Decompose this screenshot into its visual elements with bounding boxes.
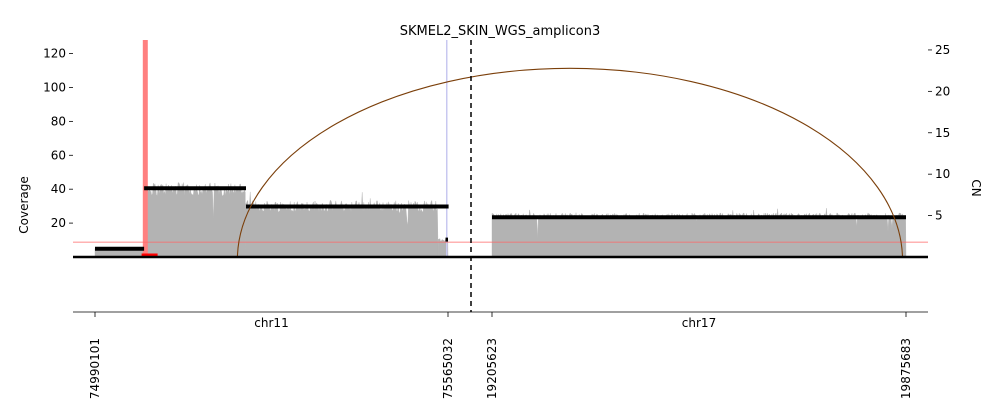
arc-0 [236,67,904,258]
y-right-tick-label-2: 15 [935,126,950,140]
position-label-1-end: 19875683 [899,338,913,399]
breakpoint-mark-1 [446,40,448,257]
position-label-0-start: 74990101 [88,338,102,399]
breakpoint-mark-0 [142,40,148,257]
position-label-1-start: 19205623 [485,338,499,399]
chromosome-label-1: chr17 [682,316,716,330]
y-axis-right-title: CN [969,179,983,196]
position-label-0-end: 75565032 [441,338,455,399]
chart-title: SKMEL2_SKIN_WGS_amplicon3 [400,24,600,39]
y-right-tick-label-1: 10 [935,167,950,181]
y-left-tick-label-2: 60 [51,148,66,162]
y-left-tick-label-1: 40 [51,182,66,196]
y-axis-left-title: Coverage [17,176,31,234]
y-left-tick-label-3: 80 [51,114,66,128]
y-left-tick-label-0: 20 [51,216,66,230]
y-right-tick-label-3: 20 [935,84,950,98]
plot-area: 20 40 60 80 100 120 5 10 15 20 25 chr11 74990101 7556… [43,40,950,399]
y-right-tick-label-4: 25 [935,43,950,57]
coverage-area-3 [245,191,439,258]
coverage-area-2 [147,182,246,258]
chromosome-label-0: chr11 [254,316,288,330]
y-left-tick-label-5: 120 [43,47,66,61]
y-left-tick-label-4: 100 [43,80,66,94]
y-right-tick-label-0: 5 [935,209,943,223]
